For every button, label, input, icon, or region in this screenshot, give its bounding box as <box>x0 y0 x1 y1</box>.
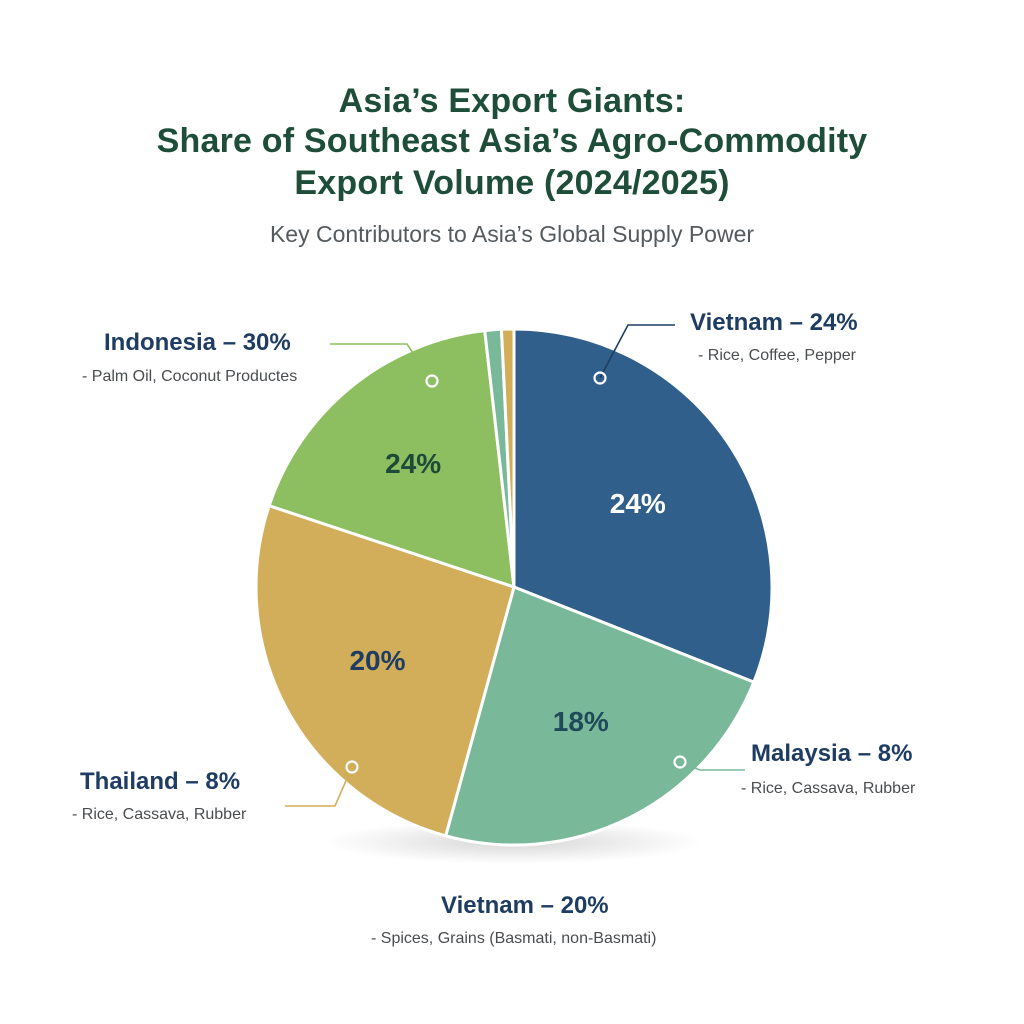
pie-slice-5 <box>499 327 516 589</box>
callout-marker-2 <box>673 755 687 769</box>
pie-slice-1 <box>444 585 756 847</box>
pie-slice-label-3: 24% <box>385 448 441 479</box>
callout-name-indonesia: Indonesia – 30% <box>104 329 291 356</box>
pie-slices <box>254 327 774 847</box>
pie-slice-2 <box>254 504 516 838</box>
pie-slice-label-2: 20% <box>349 645 405 676</box>
callout-desc-vietnam-top: - Rice, Coffee, Pepper <box>698 347 857 364</box>
callout-name-thailand: Thailand – 8% <box>80 768 241 795</box>
chart-title-line-2: Share of Southeast Asia’s Agro-Commodity <box>156 122 868 160</box>
pie-slice-3 <box>267 329 516 589</box>
callout-name-malaysia: Malaysia – 8% <box>751 740 913 767</box>
pie-slice-label-0: 24% <box>610 488 666 519</box>
callout-leader-lines <box>285 324 745 807</box>
callout-name-vietnam-top: Vietnam – 24% <box>690 309 858 336</box>
chart-subtitle: Key Contributors to Asia’s Global Supply… <box>269 221 755 247</box>
callout-leader-line-1 <box>330 343 433 382</box>
callout-desc-thailand: - Rice, Cassava, Rubber <box>72 806 247 823</box>
callout-desc-indonesia: - Palm Oil, Coconut Productes <box>82 368 298 385</box>
pie-slice-labels: 24% 18% 20% 24% <box>349 448 665 737</box>
callout-marker-1 <box>425 374 439 388</box>
callout-desc-malaysia: - Rice, Cassava, Rubber <box>741 780 916 797</box>
callout-leader-line-2 <box>679 761 745 771</box>
callout-leader-line-3 <box>285 766 353 807</box>
callout-marker-0 <box>593 371 607 385</box>
callout-desc-vietnam-bottom: - Spices, Grains (Basmati, non-Basmati) <box>371 930 657 947</box>
callout-name-vietnam-bottom: Vietnam – 20% <box>441 892 609 919</box>
pie-slice-0 <box>512 327 774 684</box>
chart-title-line-3: Export Volume (2024/2025) <box>294 164 730 202</box>
chart-title-line-1: Asia’s Export Giants: <box>338 82 686 120</box>
pie-slice-label-1: 18% <box>553 706 609 737</box>
callout-marker-3 <box>345 760 359 774</box>
callout-leader-line-0 <box>599 324 675 379</box>
